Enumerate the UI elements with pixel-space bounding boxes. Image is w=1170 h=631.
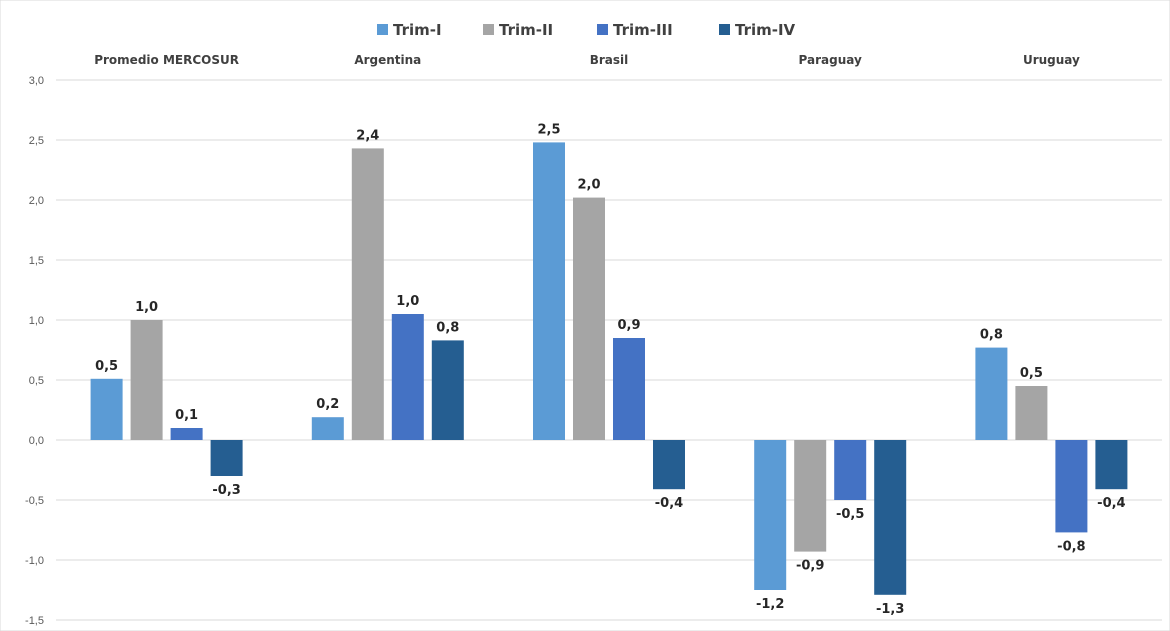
bar (874, 440, 907, 595)
y-tick-label: 1,5 (29, 255, 44, 267)
data-label: 0,9 (617, 318, 640, 333)
bar (431, 340, 464, 440)
bar (794, 440, 827, 552)
data-label: -0,5 (836, 507, 864, 522)
data-label: 2,0 (577, 178, 600, 193)
y-tick-label: 2,0 (29, 195, 44, 207)
data-label: 2,5 (537, 122, 560, 137)
legend-swatch (719, 24, 730, 35)
legend-label: Trim-IV (735, 21, 796, 39)
data-label: -0,9 (796, 559, 824, 574)
bar (351, 148, 384, 440)
bar (210, 440, 243, 476)
y-tick-label: 1,0 (29, 315, 44, 327)
data-label: -0,4 (655, 496, 683, 511)
data-label: -0,8 (1057, 539, 1085, 554)
legend-swatch (377, 24, 388, 35)
data-label: 1,0 (396, 294, 419, 309)
y-tick-label: 0,5 (29, 375, 44, 387)
legend-label: Trim-I (393, 21, 442, 39)
bar (1055, 440, 1088, 533)
bar (975, 347, 1008, 440)
bar (754, 440, 787, 590)
bar (1095, 440, 1128, 490)
bar (90, 378, 123, 440)
bar (613, 338, 645, 440)
category-label: Argentina (354, 53, 421, 67)
bar (573, 197, 605, 440)
category-label: Paraguay (799, 53, 862, 67)
y-tick-label: -1,5 (25, 615, 44, 627)
bar (1015, 386, 1048, 440)
data-label: -1,3 (876, 602, 904, 617)
legend-swatch (483, 24, 494, 35)
data-label: 0,2 (316, 397, 339, 412)
bar (533, 142, 565, 440)
y-tick-label: 3,0 (29, 75, 44, 87)
bar (834, 440, 867, 500)
data-label: -0,4 (1097, 496, 1125, 511)
category-label: Promedio MERCOSUR (94, 53, 239, 67)
y-tick-label: 2,5 (29, 135, 44, 147)
y-tick-label: 0,0 (29, 435, 44, 447)
data-label: 0,8 (436, 320, 459, 335)
legend-label: Trim-II (499, 21, 553, 39)
category-label: Brasil (590, 53, 629, 67)
legend-swatch (597, 24, 608, 35)
y-tick-label: -0,5 (25, 495, 44, 507)
bar (653, 440, 685, 490)
data-label: 0,1 (175, 408, 198, 423)
bar (130, 320, 163, 440)
category-label: Uruguay (1023, 53, 1080, 67)
bar (391, 314, 424, 440)
bar (170, 428, 203, 440)
bar (311, 417, 344, 440)
data-label: -0,3 (212, 483, 240, 498)
data-label: -1,2 (756, 597, 784, 612)
data-label: 0,5 (95, 359, 118, 374)
data-label: 2,4 (356, 128, 379, 143)
y-tick-label: -1,0 (25, 555, 44, 567)
legend-label: Trim-III (613, 21, 673, 39)
data-label: 1,0 (135, 300, 158, 315)
data-label: 0,5 (1020, 366, 1043, 381)
data-label: 0,8 (980, 328, 1003, 343)
